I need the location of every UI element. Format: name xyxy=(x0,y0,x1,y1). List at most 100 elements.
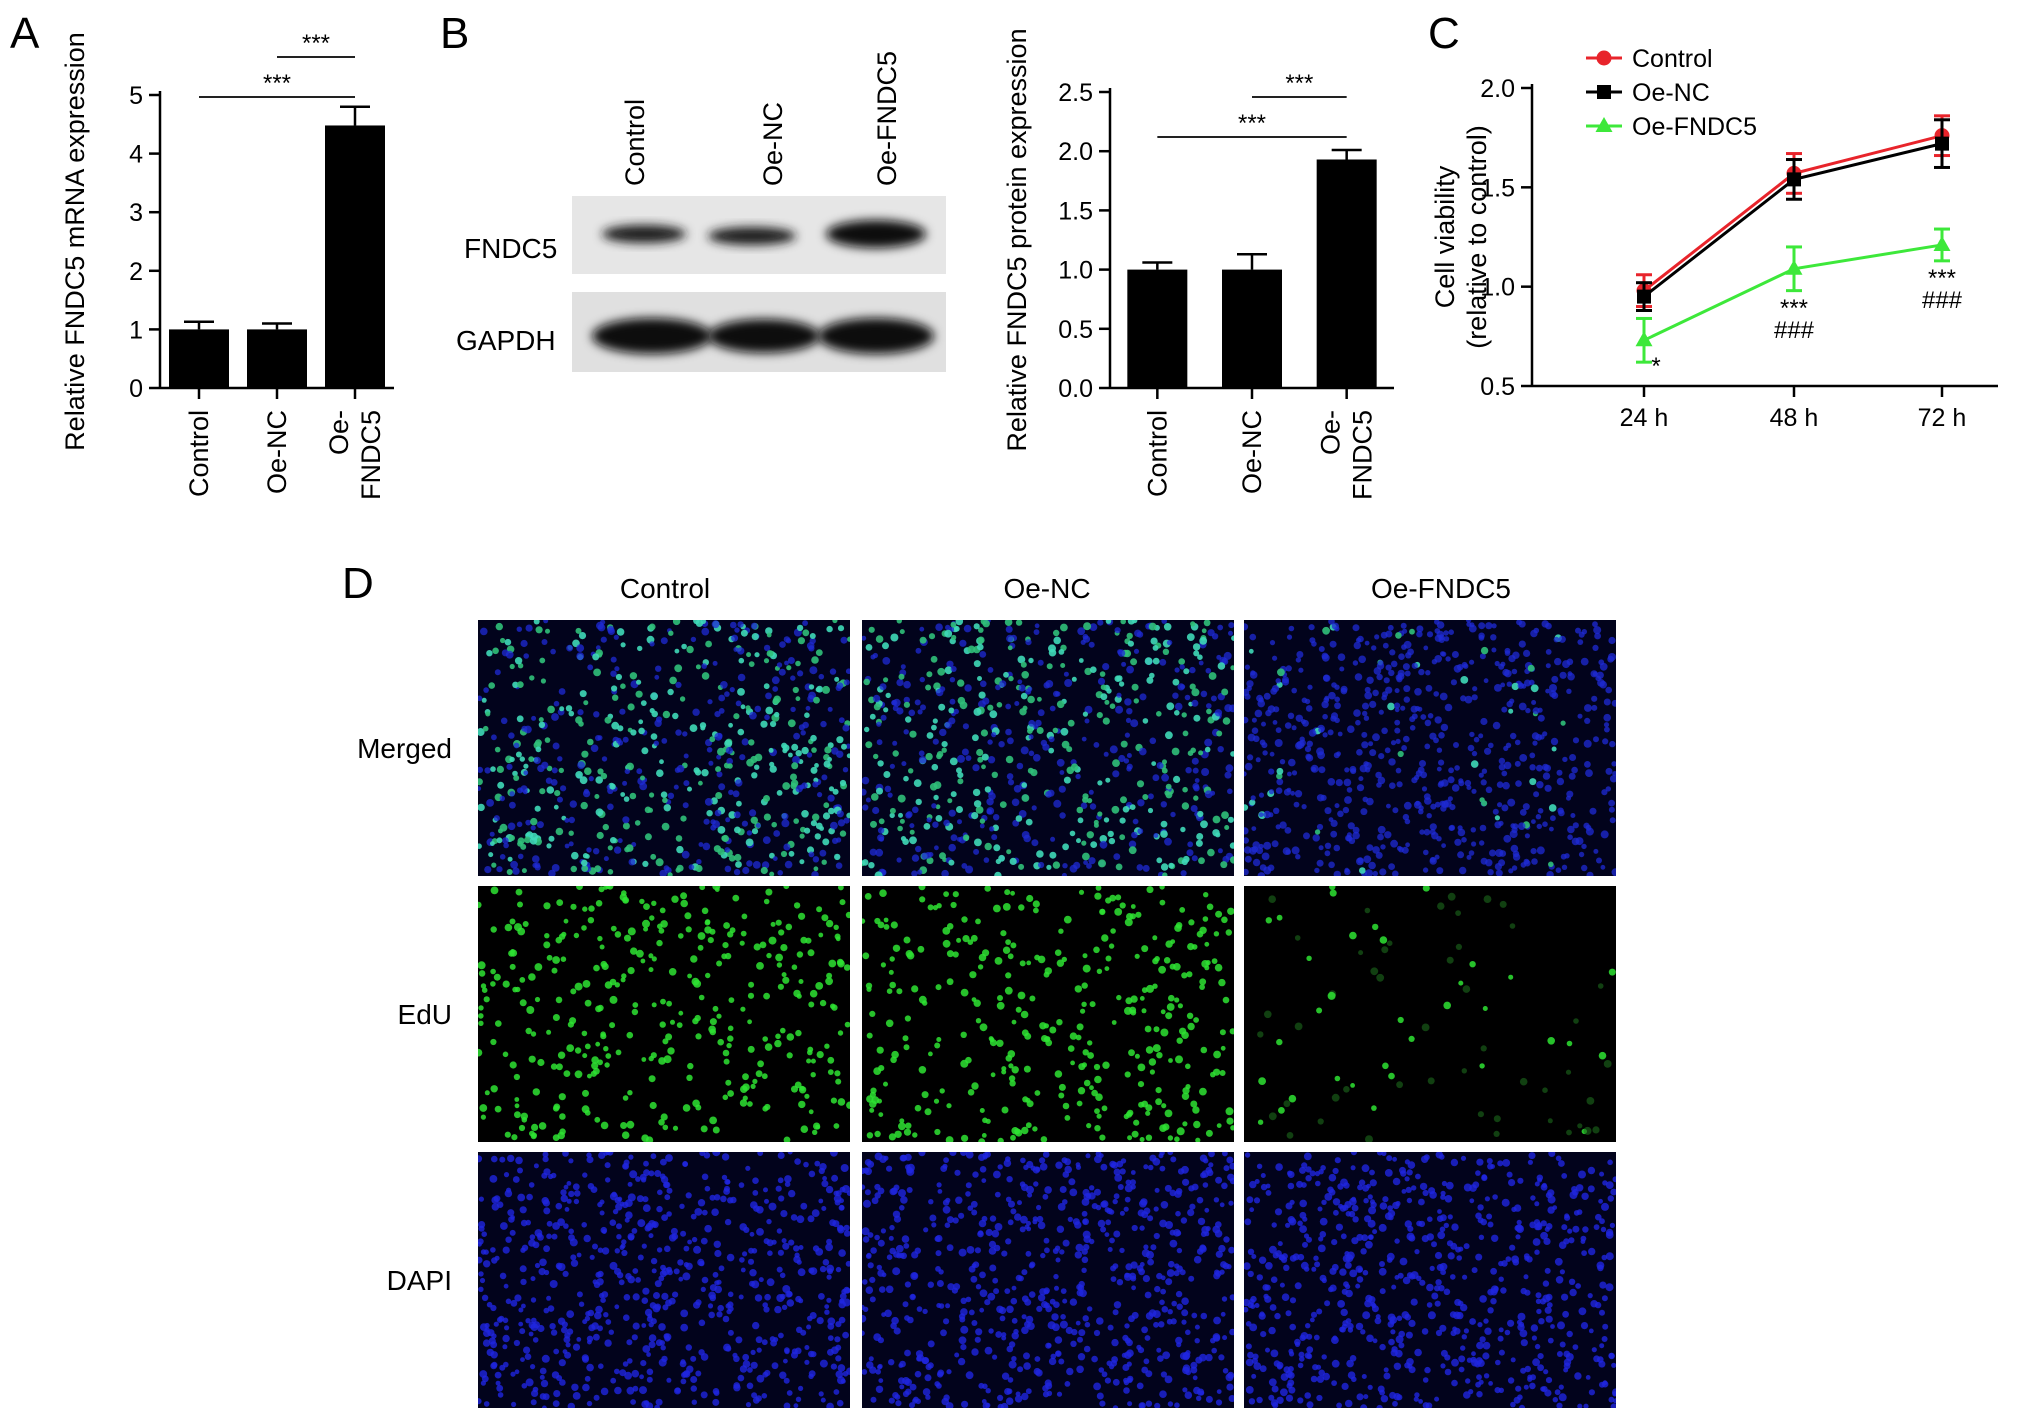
micrograph-background xyxy=(862,886,1234,1142)
significance-annotation: * xyxy=(1651,353,1660,380)
blot-column-label: Oe-NC xyxy=(758,102,788,186)
significance-label: *** xyxy=(1238,110,1266,137)
nuclei xyxy=(478,886,850,1142)
blot-row-label: GAPDH xyxy=(456,325,556,356)
y-tick-label: 2.0 xyxy=(1058,138,1093,166)
bar xyxy=(325,125,385,389)
nuclei xyxy=(1244,1152,1616,1408)
micrograph-background xyxy=(1244,886,1616,1142)
edu-staining-grid: Control Oe-NC Oe-FNDC5 Merged EdU DAPI xyxy=(357,573,1616,1408)
micrograph-tile xyxy=(862,620,1234,876)
data-point xyxy=(1787,172,1801,187)
category-label: Control xyxy=(1142,410,1172,497)
chart-b-protein-expression: 0.0 0.5 1.0 1.5 2.0 2.5 Control Oe-NC Oe-FNDC5 **… xyxy=(1002,28,1394,500)
panel-letter-a: A xyxy=(10,9,40,58)
data-point xyxy=(1637,289,1651,304)
bar xyxy=(1316,159,1377,388)
bar xyxy=(247,329,307,388)
bar xyxy=(169,329,229,388)
category-label: Oe-FNDC5 xyxy=(324,410,386,500)
panel-letter-b: B xyxy=(440,9,469,58)
data-point xyxy=(1935,136,1949,151)
micrograph-column-label: Oe-NC xyxy=(1003,573,1090,604)
micrograph-column-label: Oe-FNDC5 xyxy=(1371,573,1511,604)
y-tick-label: 1 xyxy=(129,316,143,344)
micrograph-row-label: EdU xyxy=(398,999,452,1030)
y-tick-label: 0.5 xyxy=(1480,373,1515,401)
blot-column-label: Control xyxy=(620,99,650,186)
y-tick-label: 4 xyxy=(129,141,143,169)
micrograph-tile xyxy=(478,620,850,876)
blot-band xyxy=(818,318,934,354)
data-point xyxy=(1933,235,1951,251)
significance-annotation: ### xyxy=(1922,287,1963,314)
y-tick-label: 1.5 xyxy=(1480,174,1515,202)
category-label: Control xyxy=(184,410,214,497)
x-tick-label: 24 h xyxy=(1620,404,1669,432)
legend-label: Oe-NC xyxy=(1632,79,1710,107)
significance-label: *** xyxy=(263,70,291,97)
chart-c-cell-viability: 0.5 1.0 1.5 2.0 24 h 48 h 72 h Control Oe-NC Oe-F… xyxy=(1430,45,1998,432)
chart-a-mrna-expression: 0 1 2 3 4 5 Control Oe-NC Oe-FNDC5 *** *** Relative… xyxy=(60,30,394,500)
micrograph-tile xyxy=(478,886,850,1142)
panel-letter-d: D xyxy=(342,559,374,608)
significance-label: *** xyxy=(302,30,330,57)
nuclei xyxy=(862,620,1234,876)
y-tick-label: 1.5 xyxy=(1058,197,1093,225)
micrograph-row-label: DAPI xyxy=(387,1265,452,1296)
legend-label: Oe-FNDC5 xyxy=(1632,113,1757,141)
category-label: Oe-NC xyxy=(1237,410,1267,494)
category-label: Oe-NC xyxy=(262,410,292,494)
micrograph-row-label: Merged xyxy=(357,733,452,764)
micrograph-tile xyxy=(1244,886,1616,1142)
nuclei xyxy=(478,1152,850,1408)
significance-label: *** xyxy=(1285,70,1313,97)
legend-marker xyxy=(1595,117,1613,132)
y-tick-label: 1.0 xyxy=(1058,257,1093,285)
y-tick-label: 2 xyxy=(129,258,143,286)
bar xyxy=(1127,269,1188,388)
blot-column-label: Oe-FNDC5 xyxy=(872,51,902,186)
micrograph-tile xyxy=(478,1152,850,1408)
x-tick-label: 48 h xyxy=(1770,404,1819,432)
nuclei xyxy=(862,886,1234,1142)
data-point xyxy=(1785,259,1803,275)
y-tick-label: 5 xyxy=(129,82,143,110)
nuclei xyxy=(478,620,850,876)
blot-band xyxy=(708,319,820,353)
y-tick-label: 1.0 xyxy=(1480,274,1515,302)
legend-marker xyxy=(1596,50,1612,66)
x-tick-label: 72 h xyxy=(1918,404,1967,432)
y-tick-label: 2.0 xyxy=(1480,75,1515,103)
micrograph-column-label: Control xyxy=(620,573,710,604)
blot-band xyxy=(592,318,712,354)
nuclei xyxy=(862,1152,1234,1408)
y-axis-label: Relative FNDC5 mRNA expression xyxy=(60,32,90,451)
y-tick-label: 0.5 xyxy=(1058,316,1093,344)
legend-label: Control xyxy=(1632,45,1713,73)
blot-row-label: FNDC5 xyxy=(464,233,557,264)
micrograph-tile xyxy=(1244,620,1616,876)
legend-marker xyxy=(1597,85,1611,99)
y-tick-label: 3 xyxy=(129,199,143,227)
significance-annotation: ### xyxy=(1774,317,1815,344)
y-tick-label: 2.5 xyxy=(1058,79,1093,107)
micrograph-tile xyxy=(862,886,1234,1142)
nuclei xyxy=(1257,886,1616,1142)
category-label: Oe-FNDC5 xyxy=(1316,410,1378,500)
bar xyxy=(1222,269,1282,388)
significance-annotation: *** xyxy=(1928,265,1956,292)
blot-band xyxy=(826,220,926,248)
y-axis-label: Relative FNDC5 protein expression xyxy=(1002,28,1032,451)
y-axis-label: Cell viability(relative to control) xyxy=(1430,125,1492,349)
y-tick-label: 0 xyxy=(129,375,143,403)
western-blot: Control Oe-NC Oe-FNDC5 FNDC5 GAPDH xyxy=(456,51,946,372)
blot-band xyxy=(708,227,796,245)
micrograph-tile xyxy=(862,1152,1234,1408)
micrograph-tile xyxy=(1244,1152,1616,1408)
significance-annotation: *** xyxy=(1780,295,1808,322)
data-point xyxy=(1635,331,1653,347)
panel-letter-c: C xyxy=(1428,9,1460,58)
blot-band xyxy=(602,225,686,243)
